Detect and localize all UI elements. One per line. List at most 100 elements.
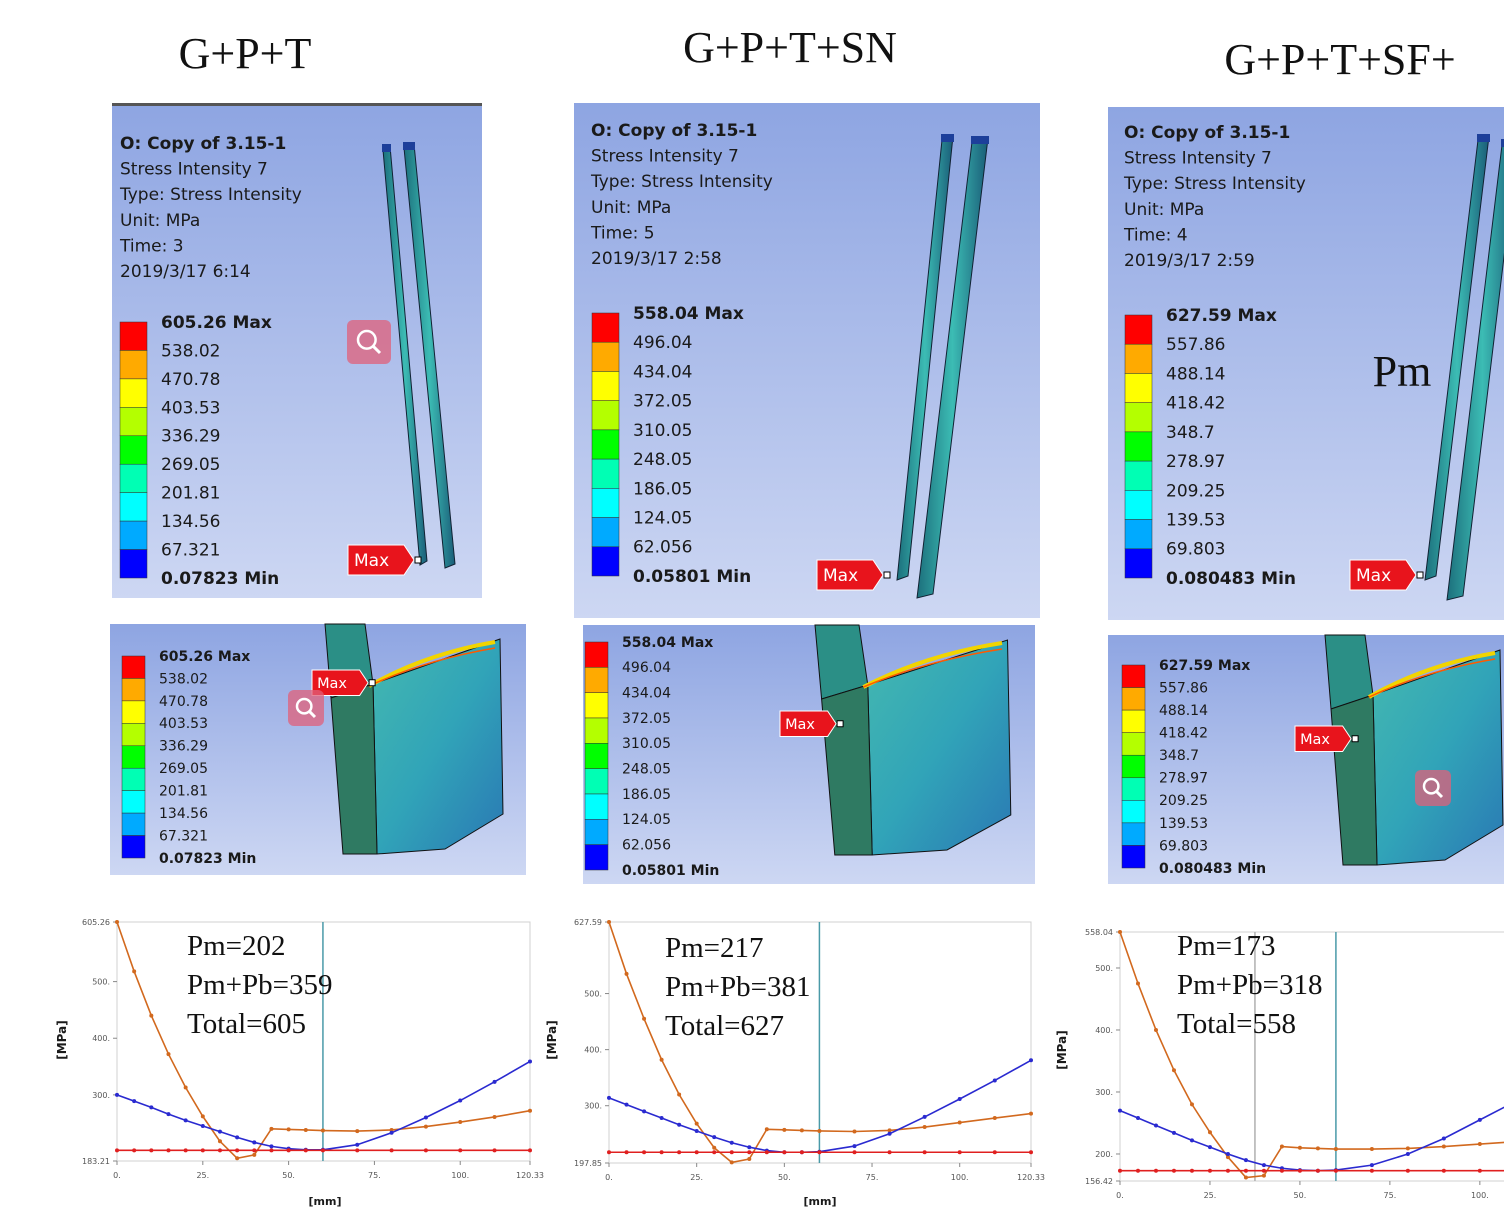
series-point	[852, 1144, 857, 1149]
legend-swatch	[119, 350, 148, 380]
legend-label: 67.321	[161, 541, 220, 561]
series-point	[528, 1108, 532, 1113]
legend-swatch	[584, 717, 609, 744]
x-axis-label: [mm]	[804, 1195, 837, 1208]
series-point	[166, 1052, 171, 1057]
series-point	[992, 1078, 997, 1083]
y-tick-label: 300.	[584, 1102, 602, 1111]
series-point	[764, 1127, 769, 1132]
legend-swatch	[1124, 548, 1153, 579]
series-point	[817, 1128, 822, 1133]
zoom-icon	[288, 690, 324, 726]
max-tag-label: Max	[1300, 732, 1330, 748]
result-info: Time: 4	[1123, 225, 1188, 245]
legend-swatch	[584, 768, 609, 795]
legend-label: 538.02	[161, 341, 220, 361]
series-point	[320, 1148, 325, 1153]
y-tick-label: 200.	[1095, 1150, 1113, 1159]
legend-label: 488.14	[1159, 703, 1208, 719]
series-point	[922, 1150, 927, 1155]
zoom-icon-lens	[356, 329, 377, 350]
series-point	[252, 1152, 257, 1157]
max-tag	[1294, 725, 1352, 752]
series-point	[747, 1145, 752, 1150]
y-tick-label: 500.	[584, 990, 602, 999]
series-point	[149, 1013, 154, 1018]
series-point	[642, 1150, 647, 1155]
legend-label: 134.56	[161, 512, 220, 532]
series-point	[252, 1148, 257, 1153]
series-point	[1225, 1155, 1230, 1160]
series-point	[235, 1135, 240, 1140]
series-point	[166, 1148, 171, 1153]
series-point	[729, 1160, 734, 1165]
legend-label: 605.26 Max	[159, 649, 250, 665]
legend-label: 348.7	[1159, 748, 1199, 764]
series-point	[200, 1124, 205, 1129]
max-point	[836, 720, 844, 728]
series-point	[149, 1148, 154, 1153]
strip-cap	[1501, 139, 1504, 147]
series-point	[817, 1150, 822, 1155]
y-axis-label: [MPa]	[545, 1020, 559, 1059]
series-point	[1029, 1111, 1033, 1116]
stress-band	[863, 648, 1003, 688]
series-point	[423, 1148, 428, 1153]
legend-swatch	[584, 743, 609, 769]
series-point	[1189, 1168, 1194, 1173]
series-point	[115, 1148, 119, 1153]
series-point	[782, 1150, 787, 1155]
series-point	[747, 1150, 752, 1155]
series-point	[269, 1144, 274, 1149]
series-point	[183, 1118, 188, 1123]
legend-swatch	[1121, 845, 1146, 869]
series-point	[1297, 1168, 1302, 1173]
legend-swatch	[1124, 343, 1153, 374]
series-point	[624, 1150, 629, 1155]
series-point	[642, 1016, 647, 1021]
result-info: O: Copy of 3.15-1	[591, 121, 757, 141]
legend-swatch	[1121, 777, 1146, 801]
legend-label: 134.56	[159, 806, 208, 822]
legend-label: 248.05	[622, 762, 671, 778]
block-front	[821, 684, 873, 856]
x-tick-label: 120.33	[516, 1171, 544, 1180]
series-point	[712, 1145, 717, 1150]
legend-label: 627.59 Max	[1159, 658, 1250, 674]
annotation: Pm=173	[1177, 930, 1276, 962]
legend-swatch	[121, 723, 146, 747]
result-info: Unit: MPa	[591, 198, 671, 218]
legend-label: 269.05	[161, 455, 220, 475]
legend-label: 403.53	[159, 716, 208, 732]
max-point	[414, 556, 422, 564]
series-point	[887, 1150, 892, 1155]
annotation: Total=558	[1177, 1008, 1296, 1040]
series-point	[764, 1150, 769, 1155]
series-point	[183, 1085, 188, 1090]
legend-label: 201.81	[161, 484, 220, 504]
legend-label: 558.04 Max	[622, 635, 713, 651]
series-point	[269, 1126, 274, 1131]
series-point	[922, 1114, 927, 1119]
stress-band	[1368, 658, 1496, 698]
legend-label: 278.97	[1159, 771, 1208, 787]
series-point	[1153, 1027, 1158, 1032]
max-point	[1351, 735, 1359, 743]
legend-label: 470.78	[161, 370, 220, 390]
result-info: O: Copy of 3.15-1	[1124, 123, 1290, 143]
legend-label: 248.05	[633, 450, 692, 470]
max-point	[1416, 571, 1424, 579]
legend-swatch	[591, 429, 620, 460]
legend-label: 186.05	[622, 787, 671, 803]
series-point	[1029, 1058, 1033, 1063]
result-info: Stress Intensity 7	[591, 147, 739, 167]
legend-label: 557.86	[1159, 680, 1208, 696]
series-point	[286, 1148, 291, 1153]
legend-swatch	[591, 400, 620, 431]
legend-swatch	[1124, 402, 1153, 433]
legend-swatch	[119, 520, 148, 550]
legend-label: 67.321	[159, 828, 208, 844]
zoom-icon-handle	[1435, 790, 1444, 799]
series-point	[694, 1150, 699, 1155]
